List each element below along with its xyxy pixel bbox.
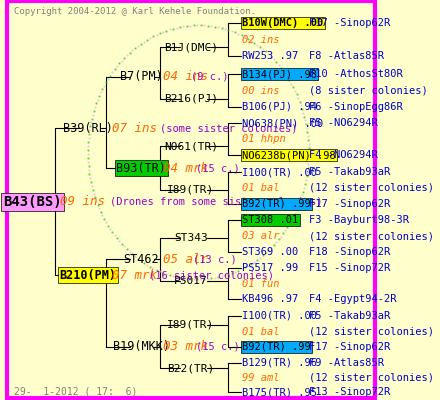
Text: 02 ins: 02 ins [242,35,280,45]
Text: 09 ins: 09 ins [60,195,105,208]
Text: (13 c.): (13 c.) [193,254,237,264]
Text: F4 -NO6294R: F4 -NO6294R [309,150,378,160]
Text: F3 -Bayburt98-3R: F3 -Bayburt98-3R [309,216,409,226]
Text: 01 fun: 01 fun [242,279,280,289]
Text: (9 c.): (9 c.) [191,72,228,82]
Text: F5 -Takab93aR: F5 -Takab93aR [309,311,390,321]
Text: PS017: PS017 [174,276,208,286]
Text: (16 sister colonies): (16 sister colonies) [149,270,274,280]
Text: (12 sister colonies): (12 sister colonies) [309,372,434,382]
Text: (12 sister colonies): (12 sister colonies) [309,231,434,241]
Text: B175(TR) .95: B175(TR) .95 [242,387,317,397]
Text: 03 alr: 03 alr [242,231,280,241]
Text: I89(TR): I89(TR) [167,320,215,330]
Text: RW253 .97: RW253 .97 [242,51,299,61]
Text: ST308 .01: ST308 .01 [242,216,299,226]
Text: (8 sister colonies): (8 sister colonies) [309,86,428,96]
Text: 99 aml: 99 aml [242,372,280,382]
Text: F8 -Atlas85R: F8 -Atlas85R [309,51,384,61]
Text: NO61(TR): NO61(TR) [164,141,218,151]
Text: (15 c.): (15 c.) [196,342,240,352]
Text: B43(BS): B43(BS) [3,195,62,209]
Text: F6 -SinopEgg86R: F6 -SinopEgg86R [309,102,403,112]
Text: F5 -NO6294R: F5 -NO6294R [309,118,378,128]
Text: F17 -Sinop62R: F17 -Sinop62R [309,342,390,352]
Text: B106(PJ) .94: B106(PJ) .94 [242,102,317,112]
Text: (Drones from some sister colonies): (Drones from some sister colonies) [110,197,323,207]
Text: 01 bal: 01 bal [242,326,280,336]
Text: I100(TR) .00: I100(TR) .00 [242,311,317,321]
Text: B92(TR) .99: B92(TR) .99 [242,199,311,209]
Text: 05 alr: 05 alr [163,253,208,266]
Text: B93(TR): B93(TR) [116,162,166,174]
Text: B22(TR): B22(TR) [167,364,215,374]
Text: B134(PJ) .98: B134(PJ) .98 [242,69,317,79]
Text: B129(TR) .96: B129(TR) .96 [242,358,317,368]
Text: F10 -AthosSt80R: F10 -AthosSt80R [309,69,403,79]
Text: PS517 .99: PS517 .99 [242,263,299,273]
Text: 03 mrk: 03 mrk [163,340,208,353]
Text: 04 ins: 04 ins [163,70,208,83]
Text: NO6238b(PN) .98: NO6238b(PN) .98 [242,150,336,160]
Text: NO638(PN) .00: NO638(PN) .00 [242,118,324,128]
Text: F15 -Sinop72R: F15 -Sinop72R [309,263,390,273]
Text: ST343: ST343 [174,233,208,243]
Text: B210(PM): B210(PM) [59,269,116,282]
Text: F17 -Sinop62R: F17 -Sinop62R [309,18,390,28]
Text: I100(TR) .00: I100(TR) .00 [242,167,317,177]
Text: B39(RL): B39(RL) [63,122,113,135]
Text: Copyright 2004-2012 @ Karl Kehele Foundation.: Copyright 2004-2012 @ Karl Kehele Founda… [14,7,256,16]
Text: 07 mrk: 07 mrk [112,269,157,282]
Text: (12 sister colonies): (12 sister colonies) [309,326,434,336]
Text: I89(TR): I89(TR) [167,185,215,195]
Text: F17 -Sinop62R: F17 -Sinop62R [309,199,390,209]
Text: B1J(DMC): B1J(DMC) [164,42,218,52]
Text: B10W(DMC) .00: B10W(DMC) .00 [242,18,324,28]
Text: F18 -Sinop62R: F18 -Sinop62R [309,247,390,257]
Text: (some sister colonies): (some sister colonies) [160,123,297,133]
Text: ST462: ST462 [123,253,159,266]
Text: 01 bal: 01 bal [242,183,280,193]
Text: 04 mrk: 04 mrk [163,162,208,174]
Text: F9 -Atlas85R: F9 -Atlas85R [309,358,384,368]
Text: (15 c.): (15 c.) [196,163,240,173]
Text: ST369 .00: ST369 .00 [242,247,299,257]
Text: B92(TR) .99: B92(TR) .99 [242,342,311,352]
Text: (12 sister colonies): (12 sister colonies) [309,183,434,193]
Text: F13 -Sinop72R: F13 -Sinop72R [309,387,390,397]
Text: KB496 .97: KB496 .97 [242,294,299,304]
Text: 29-  1-2012 ( 17:  6): 29- 1-2012 ( 17: 6) [14,386,138,396]
Text: 00 ins: 00 ins [242,86,280,96]
Text: 07 ins: 07 ins [112,122,157,135]
Text: B7(PM): B7(PM) [120,70,163,83]
Text: F4 -Egypt94-2R: F4 -Egypt94-2R [309,294,396,304]
Text: F5 -Takab93aR: F5 -Takab93aR [309,167,390,177]
Text: 01 hhpn: 01 hhpn [242,134,286,144]
Text: B19(MKK): B19(MKK) [113,340,170,353]
Text: B216(PJ): B216(PJ) [164,94,218,104]
